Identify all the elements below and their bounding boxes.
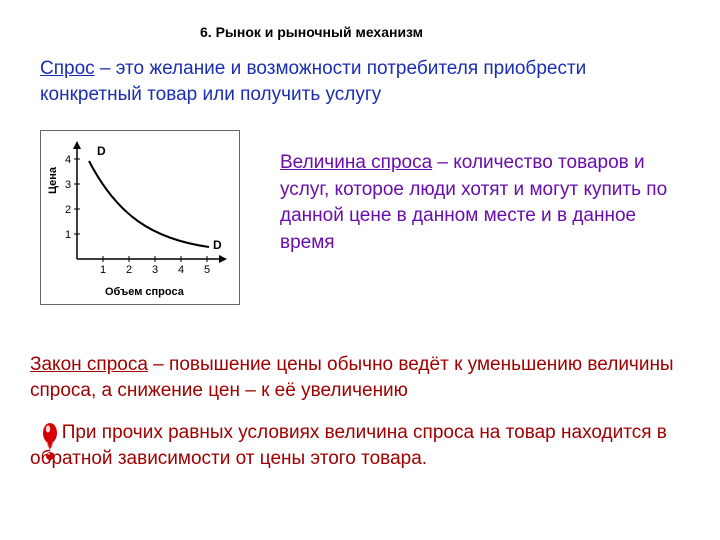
x-tick-3: 3 (152, 264, 158, 276)
x-axis-arrow (219, 255, 227, 263)
x-tick-5: 5 (204, 264, 210, 276)
term-demand: Спрос (40, 58, 95, 79)
x-tick-1: 1 (100, 264, 106, 276)
def1-rest: это желание и возможности потребителя пр… (40, 58, 586, 105)
page-header: 6. Рынок и рыночный механизм (200, 24, 423, 40)
term-quantity: Величина спроса (280, 152, 432, 173)
definition-demand: Спрос – это желание и возможности потреб… (40, 56, 640, 107)
law-statement: При прочих равных условиях величина спро… (30, 420, 690, 471)
y-axis-arrow (73, 141, 81, 149)
term-law: Закон спроса (30, 354, 148, 375)
y-tick-1: 1 (65, 229, 71, 241)
x-tick-4: 4 (178, 264, 184, 276)
chart-svg: 1 2 3 4 1 2 3 4 5 (47, 139, 233, 285)
indent (30, 422, 62, 443)
y-tick-2: 2 (65, 204, 71, 216)
y-tick-3: 3 (65, 179, 71, 191)
curve-label-bottom: D (213, 238, 222, 252)
def1-sep: – (95, 58, 116, 79)
demand-curve-chart: 1 2 3 4 1 2 3 4 5 (40, 130, 240, 305)
x-axis-label: Объем спроса (105, 286, 184, 298)
y-axis-label: Цена (47, 167, 59, 194)
law-text: При прочих равных условиях величина спро… (30, 422, 667, 469)
y-tick-4: 4 (65, 154, 71, 166)
definition-law-of-demand: Закон спроса – повышение цены обычно вед… (30, 352, 680, 403)
x-tick-2: 2 (126, 264, 132, 276)
demand-curve (89, 161, 209, 247)
definition-quantity-demanded: Величина спроса – количество товаров и у… (280, 150, 680, 256)
curve-label-top: D (97, 144, 106, 158)
